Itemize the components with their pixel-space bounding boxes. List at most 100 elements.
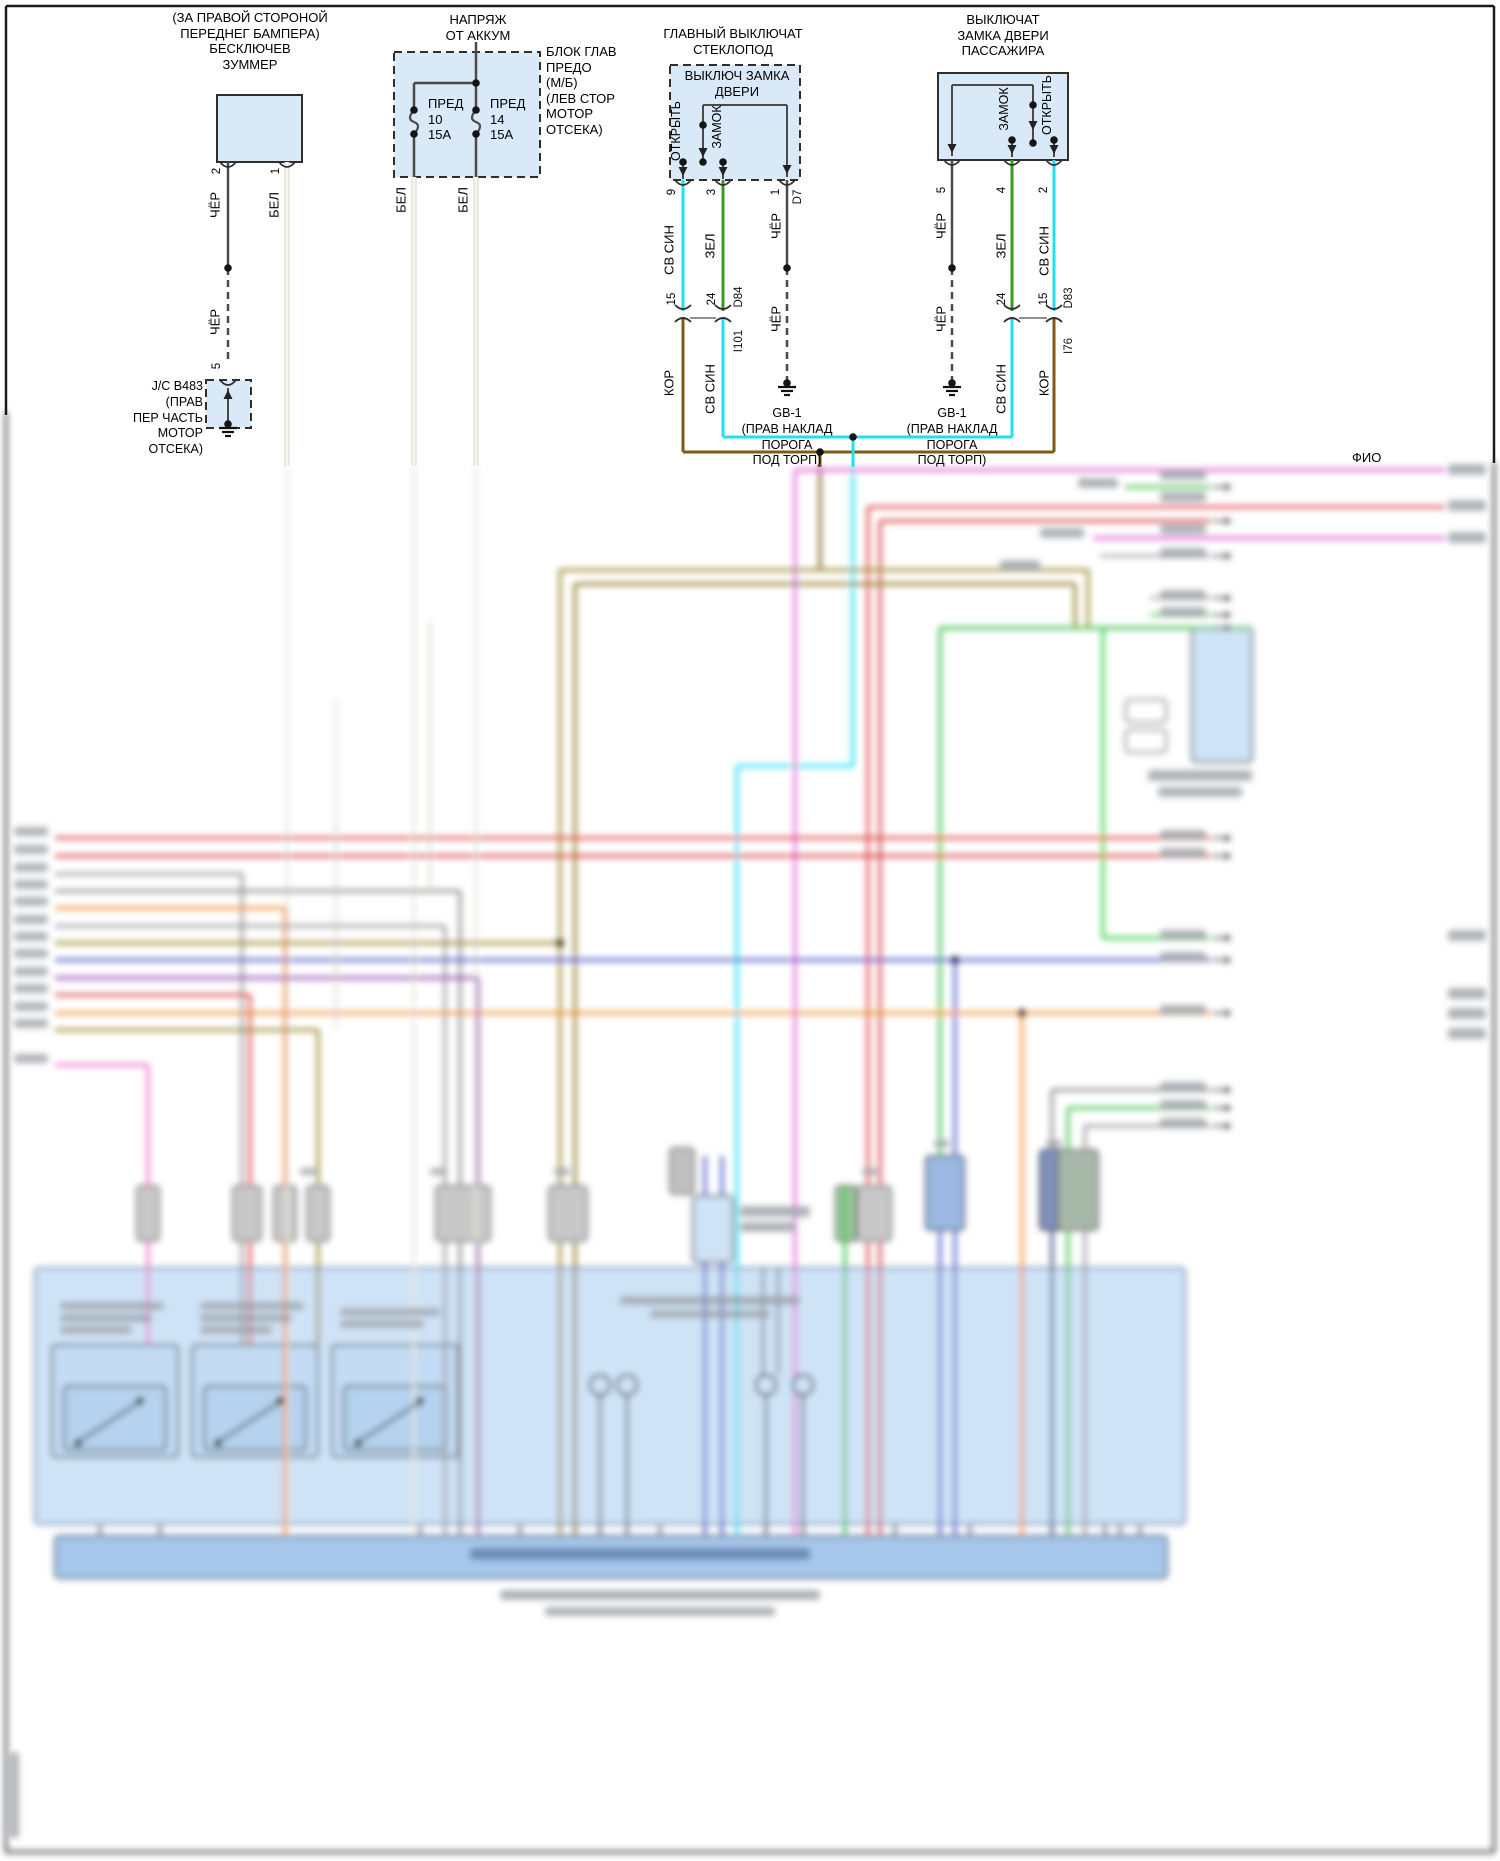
blurred-box [548, 1185, 588, 1242]
blurred-box [669, 1147, 695, 1195]
blurred-junction-dot [556, 939, 564, 947]
junction-dot [849, 433, 857, 441]
blurred-text [14, 897, 48, 906]
blurred-box [1125, 699, 1167, 723]
junction-dot [472, 79, 480, 87]
blurred-box [925, 1155, 965, 1231]
blurred-text [14, 932, 48, 941]
blurred-wire [217, 1400, 281, 1444]
blurred-text [934, 1140, 950, 1147]
blurred-text [14, 984, 48, 993]
inline-connector [714, 304, 732, 310]
blurred-text [1160, 1100, 1206, 1110]
junction-dot [948, 379, 956, 387]
blurred-box [692, 1195, 734, 1263]
blurred-text [1078, 478, 1118, 488]
blurred-text [1148, 770, 1252, 781]
pin-bracket [778, 179, 796, 186]
inline-connector [714, 317, 732, 323]
blurred-junction-dot [354, 1439, 362, 1447]
blurred-arrow [1225, 1104, 1232, 1112]
blurred-text [500, 1590, 820, 1600]
blurred-box [232, 1185, 262, 1242]
blurred-text [60, 1326, 132, 1334]
blurred-text [1160, 1118, 1206, 1128]
blurred-text [740, 1206, 810, 1217]
pin-bracket [943, 159, 961, 166]
junction-dot [699, 121, 707, 129]
blurred-arrow [1225, 834, 1232, 842]
fuse-block-box [393, 51, 541, 178]
junction-dot [679, 158, 687, 166]
blurred-text [14, 1019, 48, 1028]
passenger-lock-switch-box [937, 72, 1069, 161]
blurred-arrow [1225, 1009, 1232, 1017]
blurred-text [650, 1310, 770, 1318]
blurred-wire [357, 1400, 421, 1444]
blurred-text [14, 1054, 48, 1063]
blurred-junction-dot [951, 956, 959, 964]
arrowhead [698, 148, 708, 157]
blurred-text [1160, 848, 1206, 858]
blurred-text [740, 1222, 796, 1232]
blurred-arrow [1225, 611, 1232, 619]
junction-dot [1008, 136, 1016, 144]
blurred-text [862, 1168, 878, 1175]
blurred-terminal [754, 1373, 778, 1397]
pin-bracket [278, 161, 296, 168]
blurred-text [1160, 607, 1206, 617]
blurred-text [1160, 524, 1206, 534]
blurred-text [200, 1326, 272, 1334]
arrowhead [1049, 145, 1059, 154]
junction-dot [1029, 139, 1037, 147]
pin-bracket [1003, 159, 1021, 166]
blurred-text [1160, 830, 1206, 840]
blurred-text [1040, 528, 1084, 538]
blurred-text [1160, 492, 1206, 502]
arrowhead [718, 167, 728, 176]
arrowhead [782, 165, 792, 174]
arrowhead [1007, 145, 1017, 154]
blurred-text [1448, 464, 1486, 475]
buzzer-box [216, 94, 303, 163]
arrowhead [947, 144, 957, 153]
blurred-text [620, 1296, 800, 1305]
junction-dot [719, 158, 727, 166]
blurred-arrow [1225, 852, 1232, 860]
blurred-arrow [1225, 552, 1232, 560]
blurred-wire [77, 1400, 141, 1444]
junction-dot [783, 264, 791, 272]
blurred-arrow [1225, 934, 1232, 942]
blurred-text [1158, 787, 1242, 797]
blurred-text [430, 1168, 446, 1175]
blurred-arrow [1225, 594, 1232, 602]
blurred-arrow [1225, 624, 1232, 632]
blurred-junction-dot [416, 1397, 424, 1405]
blurred-text [14, 880, 48, 889]
blurred-text [545, 1607, 775, 1616]
blurred-text [1448, 988, 1486, 999]
inline-connector [1003, 304, 1021, 310]
blurred-text [1448, 532, 1486, 543]
blurred-text [1160, 1082, 1206, 1092]
blurred-text [1448, 1028, 1486, 1039]
blurred-box [136, 1185, 160, 1242]
blurred-text [1448, 930, 1486, 941]
arrowhead [1028, 121, 1038, 130]
blurred-text [10, 1752, 19, 1838]
junction-dot [783, 379, 791, 387]
junction-dot [472, 130, 480, 138]
blurred-junction-dot [136, 1397, 144, 1405]
blurred-terminal [615, 1373, 639, 1397]
blurred-text [1000, 560, 1040, 570]
inline-connector [1045, 317, 1063, 323]
blurred-text [14, 1002, 48, 1011]
arrowhead [678, 167, 688, 176]
junction-dot [472, 106, 480, 114]
blurred-box [273, 1185, 297, 1242]
blurred-terminal [588, 1373, 612, 1397]
inline-connector [1003, 317, 1021, 323]
blurred-text [14, 949, 48, 958]
